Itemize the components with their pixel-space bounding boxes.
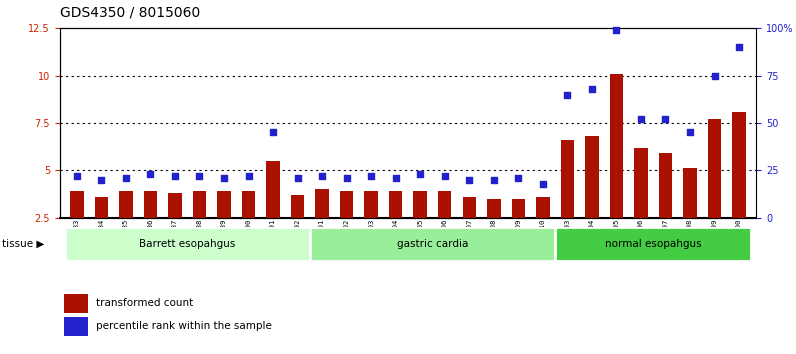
Point xyxy=(414,171,427,177)
Point xyxy=(561,92,574,97)
Point xyxy=(95,177,107,183)
Point xyxy=(119,175,132,181)
Point xyxy=(684,130,696,135)
Text: gastric cardia: gastric cardia xyxy=(396,239,468,249)
Bar xyxy=(217,191,231,218)
Bar xyxy=(413,191,427,218)
Point xyxy=(659,116,672,122)
Bar xyxy=(659,153,672,218)
Point xyxy=(463,177,476,183)
Bar xyxy=(365,191,378,218)
Point xyxy=(610,27,622,33)
Point xyxy=(144,171,157,177)
Bar xyxy=(64,317,88,336)
Point xyxy=(340,175,353,181)
Text: normal esopahgus: normal esopahgus xyxy=(605,239,701,249)
Bar xyxy=(242,191,256,218)
Point xyxy=(708,73,721,79)
Bar xyxy=(462,197,476,218)
Bar xyxy=(708,119,721,218)
Point xyxy=(193,173,206,179)
Point xyxy=(169,173,181,179)
Point xyxy=(365,173,377,179)
Point xyxy=(316,173,329,179)
Bar xyxy=(555,227,751,261)
Point xyxy=(217,175,230,181)
Text: percentile rank within the sample: percentile rank within the sample xyxy=(96,321,271,331)
Point xyxy=(242,173,255,179)
Bar xyxy=(389,191,403,218)
Bar xyxy=(732,112,746,218)
Bar xyxy=(193,191,206,218)
Point xyxy=(512,175,525,181)
Point xyxy=(439,173,451,179)
Bar xyxy=(438,191,451,218)
Point xyxy=(537,181,549,187)
Bar xyxy=(585,136,599,218)
Point xyxy=(291,175,304,181)
Text: transformed count: transformed count xyxy=(96,298,193,308)
Bar xyxy=(315,189,329,218)
Bar xyxy=(683,169,696,218)
Bar xyxy=(144,191,157,218)
Text: tissue ▶: tissue ▶ xyxy=(2,239,44,249)
Bar xyxy=(340,191,353,218)
Bar xyxy=(119,191,133,218)
Bar xyxy=(560,140,574,218)
Bar xyxy=(64,294,88,313)
Bar xyxy=(70,191,84,218)
Text: GDS4350 / 8015060: GDS4350 / 8015060 xyxy=(60,5,200,19)
Bar xyxy=(95,197,108,218)
Bar xyxy=(634,148,648,218)
Point xyxy=(389,175,402,181)
Bar xyxy=(487,199,501,218)
Bar xyxy=(610,74,623,218)
Text: Barrett esopahgus: Barrett esopahgus xyxy=(139,239,236,249)
Bar xyxy=(64,227,310,261)
Bar xyxy=(310,227,555,261)
Point xyxy=(71,173,84,179)
Point xyxy=(732,45,745,50)
Bar xyxy=(512,199,525,218)
Bar xyxy=(267,161,280,218)
Point xyxy=(634,116,647,122)
Point xyxy=(267,130,279,135)
Bar xyxy=(291,195,304,218)
Point xyxy=(586,86,599,92)
Bar xyxy=(168,193,181,218)
Bar xyxy=(536,197,549,218)
Point xyxy=(487,177,500,183)
